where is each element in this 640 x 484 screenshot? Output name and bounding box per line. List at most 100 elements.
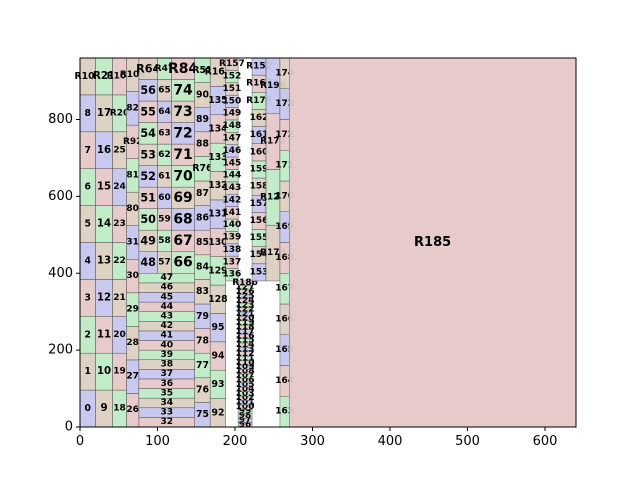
tile-label-151: 151 xyxy=(223,84,242,94)
tile-label-22: 22 xyxy=(113,256,126,266)
tile-label-84: 84 xyxy=(196,262,209,273)
tile-label-60: 60 xyxy=(158,193,171,203)
tile-label-7: 7 xyxy=(85,145,91,156)
tile-label-102: 102 xyxy=(236,393,255,403)
tile-label-R104: R104 xyxy=(120,70,146,80)
tile-label-97: 97 xyxy=(239,415,252,425)
tile-label-31: 31 xyxy=(126,238,139,248)
tile-label-94: 94 xyxy=(211,351,224,362)
tile-label-76: 76 xyxy=(196,385,209,396)
tile-label-39: 39 xyxy=(160,350,173,360)
tile-label-95: 95 xyxy=(211,322,224,333)
tile-label-50: 50 xyxy=(140,213,156,226)
tile-label-153: 153 xyxy=(250,267,269,277)
tile-label-42: 42 xyxy=(160,321,173,331)
tile-label-134: 134 xyxy=(208,123,228,134)
tile-label-74: 74 xyxy=(173,82,193,98)
tile-label-10: 10 xyxy=(97,366,111,377)
tile-label-105: 105 xyxy=(236,380,255,390)
tile-label-29: 29 xyxy=(126,305,139,315)
tile-label-0: 0 xyxy=(85,403,92,414)
tile-label-16: 16 xyxy=(97,145,111,156)
tile-label-58: 58 xyxy=(158,236,171,246)
tile-label-168: 168 xyxy=(275,253,294,263)
tile-label-63: 63 xyxy=(158,128,171,138)
tile-label-8: 8 xyxy=(85,108,91,119)
tile-label-24: 24 xyxy=(113,182,126,192)
tile-label-62: 62 xyxy=(158,150,171,160)
tile-label-120: 120 xyxy=(236,314,255,324)
axes-frame xyxy=(79,57,577,428)
y-tick-label: 400 xyxy=(48,266,73,281)
tile-label-101: 101 xyxy=(236,398,255,408)
tile-label-173: 173 xyxy=(275,99,294,109)
tile-label-79: 79 xyxy=(196,311,209,322)
tile-label-78: 78 xyxy=(196,335,209,346)
tile-label-135: 135 xyxy=(208,95,227,106)
tile-label-115: 115 xyxy=(236,336,255,346)
tile-label-163: 163 xyxy=(275,407,294,417)
tile-label-141: 141 xyxy=(223,208,242,218)
tile-label-R157: R157 xyxy=(219,59,245,69)
tiles-group: 012345678R10191011121314151617R211819202… xyxy=(74,57,577,430)
tile-label-61: 61 xyxy=(158,171,171,181)
tile-label-154: 154 xyxy=(250,250,269,260)
tile-label-80: 80 xyxy=(126,204,139,214)
tile-label-83: 83 xyxy=(196,286,209,297)
tile-label-49: 49 xyxy=(140,234,156,247)
tile-label-2: 2 xyxy=(85,329,91,340)
tile-label-R92: R92 xyxy=(123,137,142,147)
tile-label-88: 88 xyxy=(196,139,209,150)
tile-label-R196: R196 xyxy=(260,81,286,91)
tile-label-139: 139 xyxy=(223,233,242,243)
tile-label-149: 149 xyxy=(223,109,242,119)
tile-label-R101: R101 xyxy=(74,71,101,82)
tile-label-125: 125 xyxy=(236,291,255,301)
tile-label-89: 89 xyxy=(196,114,209,125)
x-tick-label: 500 xyxy=(455,434,480,449)
tile-label-107: 107 xyxy=(236,371,255,381)
tile-label-127: 127 xyxy=(236,283,255,293)
tile-label-54: 54 xyxy=(140,127,156,140)
tile-label-117: 117 xyxy=(236,327,255,337)
tile-label-55: 55 xyxy=(140,105,156,118)
x-tick-label: 0 xyxy=(76,434,84,449)
tile-label-69: 69 xyxy=(173,190,192,206)
tile-label-103: 103 xyxy=(236,389,255,399)
tile-label-48: 48 xyxy=(140,256,156,269)
tile-label-122: 122 xyxy=(236,305,255,315)
tile-label-159: 159 xyxy=(250,164,269,174)
tile-label-R21: R21 xyxy=(93,71,115,82)
tile-label-129: 129 xyxy=(208,265,227,276)
tile-label-137: 137 xyxy=(223,257,242,267)
tile-label-72: 72 xyxy=(173,125,192,141)
tile-label-148: 148 xyxy=(223,121,242,131)
tile-label-136: 136 xyxy=(223,270,242,280)
tile-label-114: 114 xyxy=(236,340,255,350)
tile-label-75: 75 xyxy=(196,409,209,420)
tile-label-44: 44 xyxy=(160,302,173,312)
tile-label-96: 96 xyxy=(239,420,252,430)
tile-label-37: 37 xyxy=(160,369,173,379)
tile-label-128: 128 xyxy=(208,294,227,305)
tile-label-R176: R176 xyxy=(246,96,272,106)
tile-label-70: 70 xyxy=(173,168,193,184)
tile-label-34: 34 xyxy=(160,398,173,408)
tile-label-18: 18 xyxy=(113,404,126,414)
tile-label-86: 86 xyxy=(196,212,209,223)
tile-label-132: 132 xyxy=(208,180,227,191)
tile-label-65: 65 xyxy=(158,85,171,95)
tile-label-R84: R84 xyxy=(168,61,198,77)
tile-label-106: 106 xyxy=(236,376,255,386)
tile-label-142: 142 xyxy=(223,195,242,205)
tile-label-155: 155 xyxy=(250,233,269,243)
tile-label-146: 146 xyxy=(223,146,242,156)
tile-label-121: 121 xyxy=(236,309,255,319)
x-tick-label: 600 xyxy=(533,434,558,449)
tile-label-140: 140 xyxy=(223,220,242,230)
tile-label-157: 157 xyxy=(250,199,269,209)
tile-label-6: 6 xyxy=(85,182,91,193)
tile-label-131: 131 xyxy=(208,209,227,220)
x-tick-label: 200 xyxy=(223,434,248,449)
